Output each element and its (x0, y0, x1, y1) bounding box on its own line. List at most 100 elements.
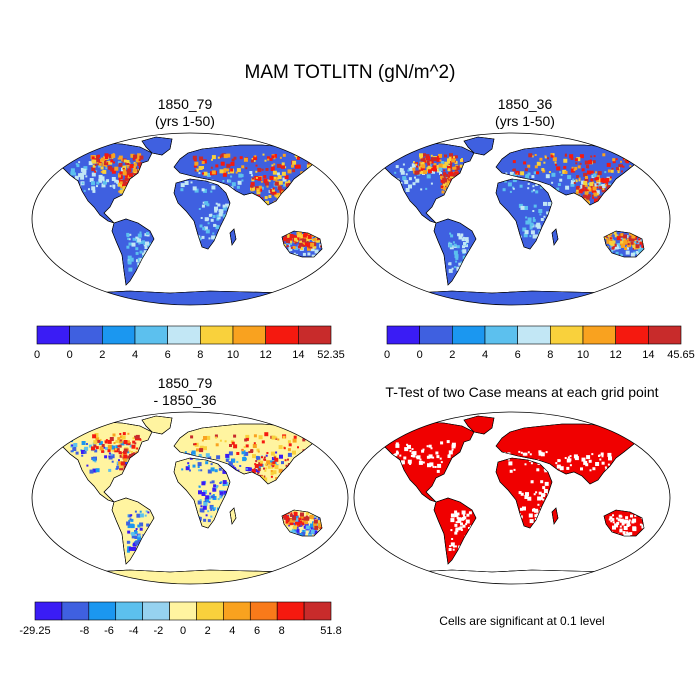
grid-cell (546, 211, 550, 215)
grid-cell (126, 232, 130, 236)
grid-cell (551, 181, 554, 184)
grid-cell (299, 533, 303, 537)
grid-cell (108, 455, 113, 460)
colorbar-label: 4 (132, 349, 138, 361)
grid-cell (132, 190, 137, 195)
grid-cell (314, 249, 319, 254)
grid-cell (201, 204, 205, 208)
colorbar-label: 2 (205, 625, 211, 637)
grid-cell (418, 460, 423, 465)
grid-cell (525, 220, 530, 225)
grid-cell (312, 242, 317, 247)
grid-cell (119, 454, 123, 458)
grid-cell (239, 156, 243, 160)
grid-cell (453, 243, 457, 247)
grid-cell (540, 452, 545, 457)
grid-cell (612, 246, 615, 249)
grid-cell (294, 242, 297, 245)
grid-cell (132, 166, 135, 169)
grid-cell (460, 182, 465, 187)
grid-cell (133, 180, 137, 184)
grid-cell (105, 167, 108, 170)
grid-cell (575, 180, 578, 183)
grid-cell (638, 239, 642, 243)
grid-cell (631, 155, 636, 160)
grid-cell (298, 242, 303, 247)
continent-samerica (111, 497, 155, 565)
grid-cell (95, 446, 99, 450)
grid-cell (127, 178, 130, 181)
grid-cell (436, 469, 440, 473)
grid-cell (598, 455, 600, 457)
grid-cell (295, 516, 298, 519)
grid-cell (552, 153, 555, 156)
grid-cell (292, 525, 297, 530)
grid-cell (626, 520, 629, 523)
grid-cell (440, 179, 444, 183)
grid-cell (72, 447, 77, 451)
grid-cell (629, 165, 632, 167)
grid-cell (464, 266, 466, 269)
grid-cell (136, 182, 140, 186)
grid-cell (427, 162, 431, 166)
coastline-australia (281, 230, 323, 258)
grid-cell (448, 268, 453, 273)
colorbar-swatch (452, 325, 486, 345)
grid-cell (607, 463, 610, 466)
grid-cell (133, 168, 137, 172)
grid-cell (280, 199, 284, 203)
grid-cell (460, 233, 464, 237)
grid-cell (214, 485, 218, 489)
grid-cell (198, 166, 203, 170)
grid-cell (460, 175, 464, 179)
grid-cell (532, 218, 536, 222)
grid-cell (280, 200, 285, 205)
grid-cell (545, 174, 550, 179)
grid-cell (583, 172, 588, 177)
map-land-layer (55, 415, 323, 584)
grid-cell (531, 190, 534, 193)
grid-cell (256, 469, 260, 473)
grid-cell (265, 454, 268, 457)
grid-cell (131, 172, 134, 175)
grid-cell (295, 528, 300, 533)
grid-cell (125, 468, 128, 471)
grid-cell (83, 166, 88, 171)
grid-cell (288, 180, 291, 183)
grid-cell (296, 240, 299, 242)
grid-cell (570, 180, 575, 184)
grid-cell (96, 161, 99, 164)
grid-cell (578, 189, 583, 194)
grid-cell (457, 181, 462, 186)
grid-cell (211, 185, 216, 190)
grid-cell (134, 458, 138, 463)
grid-cell (233, 444, 238, 449)
colorbar-swatch (249, 601, 278, 621)
grid-cell (283, 237, 287, 241)
grid-cell (535, 224, 539, 228)
grid-cell (625, 250, 630, 255)
grid-cell (273, 191, 277, 195)
grid-cell (91, 181, 95, 186)
grid-cell (429, 164, 432, 167)
colorbar-2: 0 0 2 4 6 8 10 12 14 45.65 (384, 325, 695, 361)
grid-cell (216, 214, 220, 218)
grid-cell (454, 189, 457, 192)
map-land-layer (377, 415, 645, 584)
grid-cell (215, 202, 218, 205)
grid-cell (605, 184, 607, 187)
grid-cell (278, 445, 283, 450)
grid-cell (209, 481, 212, 484)
grid-cell (269, 188, 273, 192)
grid-cell (218, 462, 223, 467)
significance-note: Cells are significant at 0.1 level (439, 614, 605, 628)
grid-cell (577, 165, 581, 169)
grid-cell (577, 199, 580, 202)
grid-cell (105, 447, 109, 451)
grid-cell (618, 514, 622, 518)
coastline-samerica (111, 497, 155, 565)
grid-cell (265, 467, 268, 470)
grid-cell (601, 461, 605, 465)
colorbar-swatch (167, 325, 201, 345)
grid-cell (89, 469, 94, 474)
